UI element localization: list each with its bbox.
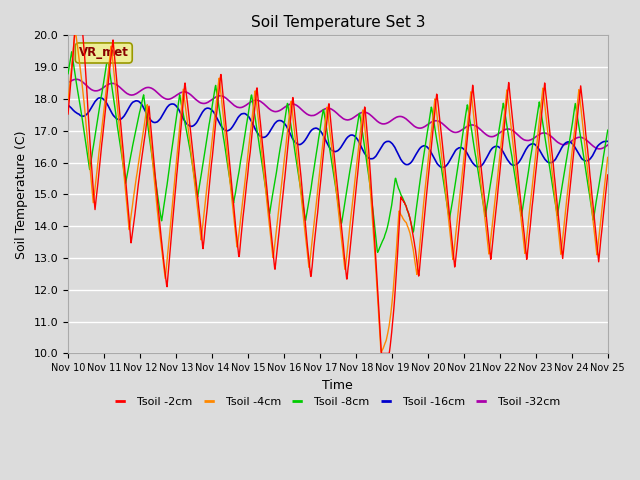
Legend: Tsoil -2cm, Tsoil -4cm, Tsoil -8cm, Tsoil -16cm, Tsoil -32cm: Tsoil -2cm, Tsoil -4cm, Tsoil -8cm, Tsoi… [111, 393, 565, 411]
X-axis label: Time: Time [323, 379, 353, 392]
Text: VR_met: VR_met [79, 47, 129, 60]
Y-axis label: Soil Temperature (C): Soil Temperature (C) [15, 130, 28, 259]
Title: Soil Temperature Set 3: Soil Temperature Set 3 [251, 15, 425, 30]
